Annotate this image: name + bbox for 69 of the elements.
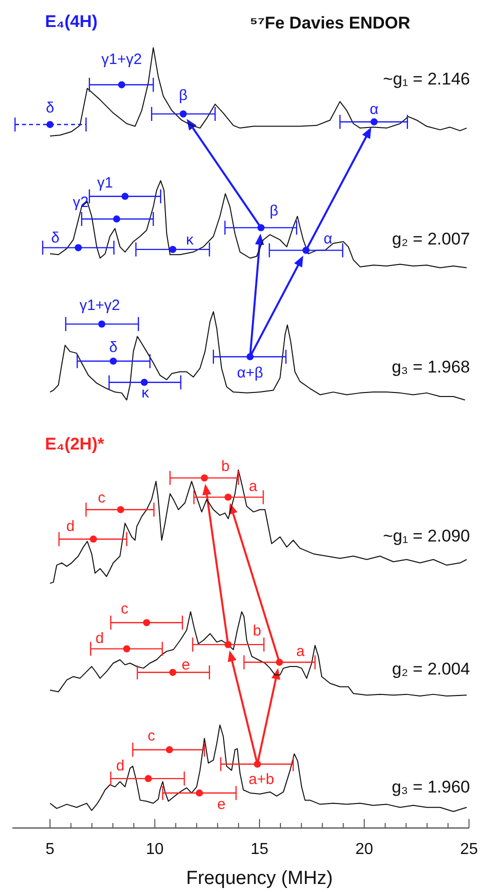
point — [180, 110, 187, 118]
point — [166, 746, 173, 754]
annotation: g₂ = 2.007 — [392, 229, 470, 248]
x-tick-label: 20 — [355, 841, 374, 858]
series-label: γ2 — [72, 194, 89, 211]
point — [257, 224, 265, 232]
x-tick-label: 25 — [460, 841, 478, 858]
point — [117, 506, 124, 514]
point — [110, 358, 117, 365]
point — [246, 353, 254, 360]
annotation: g₃ = 1.960 — [392, 777, 470, 796]
point — [123, 645, 130, 652]
point — [370, 118, 378, 126]
annotation: ~g₁ = 2.090 — [382, 526, 470, 546]
series-label: α — [370, 100, 379, 118]
x-tick-label: 15 — [250, 841, 269, 858]
series-label: d — [116, 758, 124, 775]
point — [118, 81, 126, 88]
series-label: κ — [186, 231, 194, 248]
series-label: e — [217, 796, 226, 813]
series-label: c — [148, 728, 156, 745]
annotation: g₃ = 1.968 — [392, 357, 470, 376]
series-label: β — [270, 202, 279, 220]
point — [143, 619, 150, 626]
series-label: b — [221, 458, 230, 475]
series-label: γ1+γ2 — [101, 50, 142, 68]
point — [276, 658, 283, 666]
x-tick-label: 10 — [146, 841, 164, 858]
point — [196, 789, 203, 797]
point — [98, 320, 106, 328]
point — [140, 378, 148, 386]
series-label: a — [248, 478, 258, 496]
point — [74, 244, 82, 252]
x-axis-title: Frequency (MHz) — [186, 868, 333, 889]
point — [121, 192, 129, 200]
annotation: g₂ = 2.004 — [392, 659, 470, 678]
series-label: a — [296, 643, 306, 660]
point — [113, 215, 120, 223]
point — [169, 668, 176, 676]
point — [46, 120, 54, 128]
point — [144, 775, 152, 782]
series-label: δ — [46, 99, 54, 116]
series-label: c — [120, 600, 129, 618]
series-label: b — [252, 622, 262, 640]
series-label: c — [98, 490, 106, 507]
annotation: ~g₁ = 2.146 — [382, 69, 470, 88]
point — [200, 474, 208, 482]
series-label: β — [178, 86, 188, 104]
series-label: α — [324, 230, 333, 248]
series-label: δ — [51, 230, 60, 247]
point — [169, 246, 176, 253]
series-label: d — [96, 630, 104, 647]
chart-title: ⁵⁷Fe Davies ENDOR — [250, 13, 410, 32]
series-label: e — [182, 656, 190, 674]
point — [224, 641, 232, 648]
series-label: d — [66, 518, 75, 536]
series-label: γ1 — [97, 174, 113, 192]
point — [90, 536, 97, 543]
chart-subtitle: E₄(2H)* — [45, 434, 104, 454]
x-tick-label: 5 — [46, 841, 55, 858]
point — [224, 494, 232, 501]
series-label: α+β — [237, 364, 264, 382]
series-label: δ — [109, 339, 118, 356]
series-label: κ — [142, 384, 150, 402]
point — [302, 246, 310, 254]
series-label: γ1+γ2 — [80, 297, 120, 314]
series-label: a+b — [248, 771, 274, 788]
point — [254, 760, 261, 768]
chart-subtitle: E₄(4H) — [45, 12, 98, 32]
